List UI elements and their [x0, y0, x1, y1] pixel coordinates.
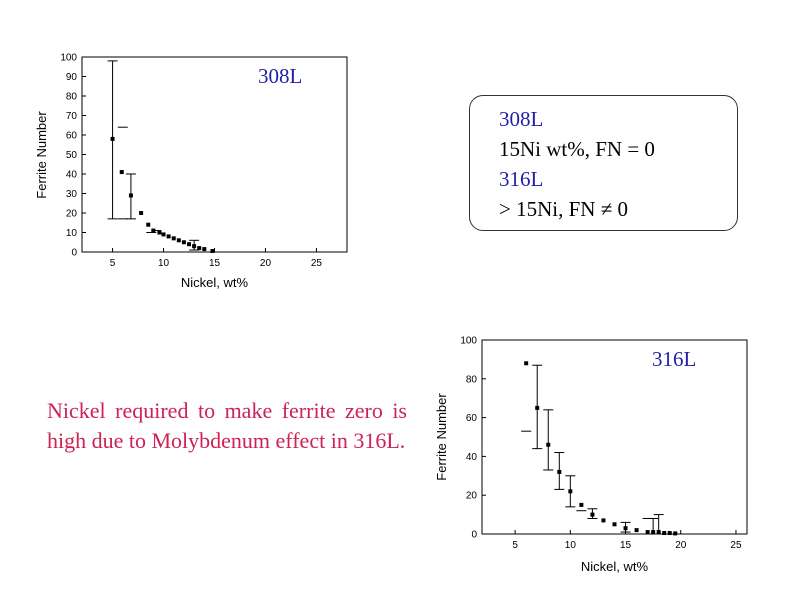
y-tick-label: 0 — [471, 530, 477, 541]
data-point — [181, 240, 186, 245]
data-point — [166, 234, 171, 239]
y-tick-label: 40 — [66, 170, 78, 181]
data-point — [568, 489, 573, 494]
x-tick-label: 5 — [512, 540, 518, 551]
chart-title: 316L — [652, 347, 696, 371]
data-point — [139, 211, 144, 215]
info-line-316l: 316L — [499, 167, 544, 191]
x-tick-label: 25 — [730, 540, 742, 551]
plot-frame — [481, 339, 748, 535]
y-tick-label: 60 — [66, 131, 78, 142]
info-box: 308L 15Ni wt%, FN = 0 316L > 15Ni, FN ≠ … — [469, 95, 738, 231]
chart-308l-group: 0 10 20 30 40 50 60 70 80 90 100 5 10 15 20 25 Nickel, w… — [34, 53, 348, 290]
y-tick-label: 0 — [71, 248, 77, 259]
x-tick-label: 20 — [675, 540, 687, 551]
data-point — [645, 530, 650, 535]
y-tick-label: 10 — [66, 228, 78, 239]
x-tick-label: 10 — [158, 258, 170, 269]
data-point — [128, 193, 133, 198]
data-point — [546, 442, 551, 447]
x-tick-label: 15 — [620, 540, 632, 551]
data-point — [197, 246, 202, 251]
y-tick-label: 100 — [60, 53, 77, 64]
x-tick-label: 10 — [565, 540, 577, 551]
data-point — [623, 526, 628, 531]
y-axis-label: Ferrite Number — [434, 393, 449, 481]
x-axis-label: Nickel, wt% — [581, 559, 649, 574]
y-tick-label: 30 — [66, 189, 78, 200]
data-point — [110, 136, 115, 141]
data-point — [524, 361, 529, 366]
y-tick-label: 80 — [466, 374, 478, 385]
x-tick-label: 20 — [260, 258, 272, 269]
y-tick-label: 60 — [466, 413, 478, 424]
data-point — [535, 405, 540, 410]
x-tick-label: 15 — [209, 258, 221, 269]
data-point — [171, 236, 176, 241]
data-point — [590, 512, 595, 517]
data-point — [662, 531, 667, 536]
info-line-308l: 308L — [499, 107, 544, 131]
y-tick-label: 20 — [66, 209, 78, 220]
y-tick-label: 80 — [66, 92, 78, 103]
data-point — [151, 228, 156, 233]
data-point — [634, 528, 639, 533]
data-point — [557, 469, 562, 474]
data-point — [656, 530, 661, 535]
x-tick-label: 25 — [311, 258, 323, 269]
chart-title: 308L — [258, 64, 302, 88]
y-tick-label: 50 — [66, 150, 78, 161]
info-line-308l-detail: 15Ni wt%, FN = 0 — [499, 137, 655, 161]
data-point — [192, 244, 197, 249]
data-point — [601, 518, 606, 523]
data-point — [176, 238, 181, 243]
data-point — [667, 531, 672, 536]
plot-frame — [81, 56, 348, 253]
data-point — [187, 242, 192, 247]
x-tick-label: 5 — [110, 258, 116, 269]
data-point — [161, 232, 166, 237]
y-axis-label: Ferrite Number — [34, 111, 49, 199]
y-tick-label: 100 — [460, 336, 477, 347]
data-point — [579, 502, 584, 507]
data-point — [157, 230, 162, 235]
y-tick-label: 20 — [466, 491, 478, 502]
data-point — [146, 222, 151, 227]
x-axis-label: Nickel, wt% — [181, 275, 249, 290]
data-point — [210, 249, 215, 254]
note-text: Nickel required to make ferrite zero is … — [47, 398, 407, 453]
data-point — [651, 530, 656, 535]
data-point — [673, 531, 678, 536]
info-line-316l-detail: > 15Ni, FN ≠ 0 — [499, 197, 628, 221]
y-tick-label: 40 — [466, 452, 478, 463]
data-point — [612, 522, 617, 527]
data-point — [202, 247, 207, 252]
data-point — [119, 170, 124, 175]
y-tick-label: 70 — [66, 111, 78, 122]
y-tick-label: 90 — [66, 72, 78, 83]
chart-316l-group: 0 20 40 60 80 100 5 10 15 20 25 Nickel, wt% Ferrite … — [434, 336, 748, 574]
